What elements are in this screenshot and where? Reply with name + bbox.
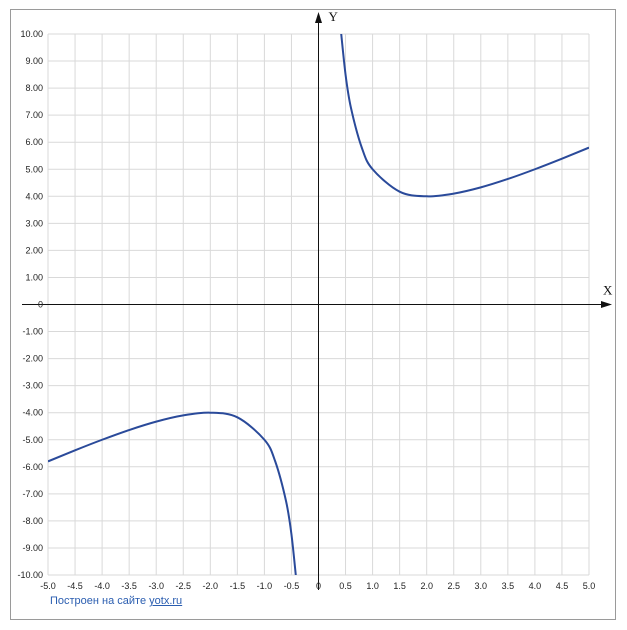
y-axis-label: Y [329, 9, 339, 24]
y-tick-label: -3.00 [22, 381, 43, 391]
y-tick-label: 10.00 [20, 29, 43, 39]
y-tick-label: 7.00 [25, 110, 43, 120]
x-tick-label: 5.0 [583, 581, 596, 591]
x-tick-label: -4.5 [67, 581, 83, 591]
y-tick-label: 9.00 [25, 56, 43, 66]
chart-frame [10, 9, 616, 620]
y-tick-label: -5.00 [22, 435, 43, 445]
y-tick-label: -10.00 [17, 570, 43, 580]
x-tick-label: -1.0 [257, 581, 273, 591]
y-tick-label: -9.00 [22, 543, 43, 553]
x-tick-label: -4.0 [94, 581, 110, 591]
x-tick-label: 3.5 [502, 581, 515, 591]
footer-link[interactable]: yotx.ru [149, 595, 183, 607]
x-axis-arrow-icon [601, 301, 612, 308]
y-tick-label: 6.00 [25, 137, 43, 147]
y-tick-label: -7.00 [22, 489, 43, 499]
x-tick-label: 0.5 [339, 581, 352, 591]
x-tick-label: 3.0 [475, 581, 488, 591]
footer-prefix: Построен на сайте [50, 595, 150, 607]
x-axis-label: X [603, 283, 613, 298]
y-tick-label: -8.00 [22, 516, 43, 526]
x-tick-label: 1.5 [393, 581, 406, 591]
y-tick-label: 3.00 [25, 218, 43, 228]
footer: Построен на сайте yotx.ru [50, 595, 182, 607]
series-line-1 [48, 411, 297, 575]
x-tick-label: -5.0 [40, 581, 56, 591]
y-tick-label: -4.00 [22, 408, 43, 418]
x-tick-label: -2.5 [175, 581, 191, 591]
y-tick-label: 5.00 [25, 164, 43, 174]
x-tick-label: -3.5 [121, 581, 137, 591]
y-tick-label: 8.00 [25, 83, 43, 93]
y-tick-label: 0 [38, 300, 43, 310]
y-tick-label: 2.00 [25, 245, 43, 255]
x-tick-label: 4.0 [529, 581, 542, 591]
series-line-2 [340, 34, 589, 198]
x-tick-label: -1.5 [230, 581, 246, 591]
x-tick-label: -0.5 [284, 581, 300, 591]
x-tick-label: -3.0 [148, 581, 164, 591]
y-tick-label: 1.00 [25, 272, 43, 282]
x-tick-label: -2.0 [203, 581, 219, 591]
y-tick-label: -1.00 [22, 327, 43, 337]
x-tick-label: 2.0 [420, 581, 433, 591]
y-tick-label: -6.00 [22, 462, 43, 472]
y-axis-arrow-icon [315, 12, 322, 23]
x-tick-label: 0 [316, 581, 321, 591]
x-tick-label: 2.5 [447, 581, 460, 591]
x-tick-label: 4.5 [556, 581, 569, 591]
y-tick-label: -2.00 [22, 354, 43, 364]
y-tick-label: 4.00 [25, 191, 43, 201]
x-tick-label: 1.0 [366, 581, 379, 591]
